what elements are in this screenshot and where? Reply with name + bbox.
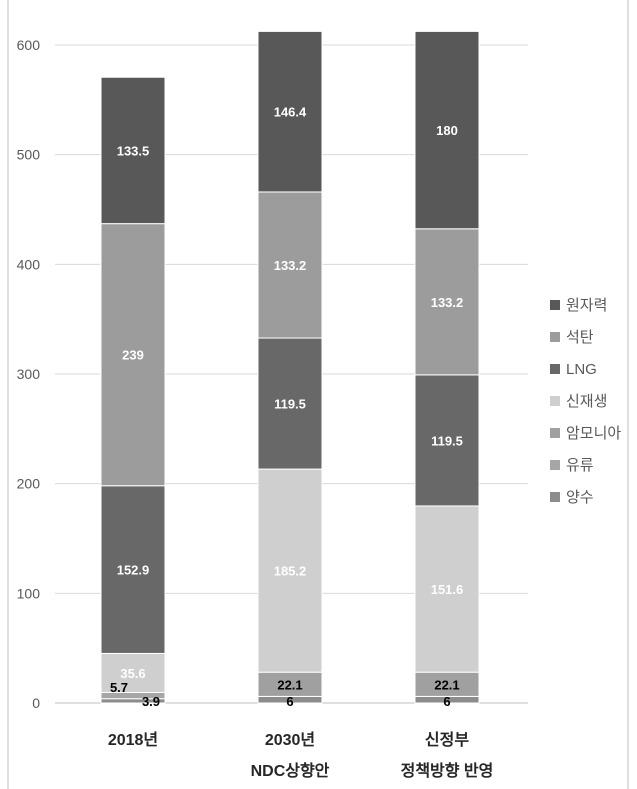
- data-label: 146.4: [274, 105, 307, 120]
- data-label: 22.1: [434, 677, 459, 692]
- y-tick-label: 500: [17, 147, 41, 163]
- legend-label: 석탄: [566, 329, 594, 346]
- data-labels: 3.9 5.735.6 152.9 239 133.5 6 22.1 185.2 119.5 13…: [110, 105, 463, 709]
- y-tick-label: 300: [17, 366, 41, 382]
- data-label: 133.2: [431, 295, 464, 310]
- legend-swatch: [550, 396, 560, 406]
- x-category-label: 신정부: [425, 731, 469, 749]
- data-label: 35.6: [120, 666, 145, 681]
- bar-segment: [100, 485, 166, 654]
- data-label: 119.5: [431, 433, 463, 448]
- data-label: 119.5: [274, 397, 306, 412]
- legend-swatch: [550, 300, 560, 310]
- data-label: 133.2: [274, 258, 307, 273]
- y-tick-label: 100: [17, 585, 41, 601]
- legend-label: LNG: [566, 361, 597, 378]
- legend-label: 양수: [566, 489, 594, 506]
- legend-swatch: [550, 428, 560, 438]
- x-category-label: 2030년: [265, 730, 315, 749]
- legend-swatch: [550, 332, 560, 342]
- data-label: 6: [443, 694, 450, 709]
- data-label: 239: [122, 348, 144, 363]
- data-label: 5.7: [110, 680, 128, 695]
- bar-segment: [257, 191, 323, 339]
- legend-swatch: [550, 364, 560, 374]
- data-label: 3.9: [142, 694, 160, 709]
- y-tick-label: 600: [17, 37, 41, 53]
- bar-segment: [414, 505, 480, 673]
- bar-segment: [100, 76, 166, 225]
- legend-label: 원자력: [566, 297, 607, 314]
- y-axis: 0 100 200 300 400 500 600: [17, 37, 41, 711]
- data-label: 6: [286, 694, 293, 709]
- x-category-label: NDC상향안: [251, 761, 330, 780]
- y-tick-label: 400: [17, 256, 41, 272]
- data-label: 180: [436, 123, 458, 138]
- x-category-label: 정책방향 반영: [401, 761, 494, 780]
- bar-segment: [257, 337, 323, 470]
- data-label: 151.6: [431, 582, 464, 597]
- data-label: 185.2: [274, 564, 307, 579]
- legend-label: 신재생: [566, 393, 607, 410]
- data-label: 22.1: [277, 677, 302, 692]
- bar-segment: [414, 374, 480, 507]
- y-tick-label: 0: [32, 695, 40, 711]
- x-category-label: 2018년: [108, 730, 158, 749]
- legend-label: 암모니아: [566, 425, 621, 442]
- bar-segment: [100, 223, 166, 487]
- data-label: 152.9: [117, 563, 150, 578]
- legend-label: 유류: [566, 457, 594, 474]
- legend-swatch: [550, 492, 560, 502]
- bar-segment: [257, 30, 323, 193]
- data-label: 133.5: [117, 143, 150, 158]
- bar-segment: [414, 228, 480, 376]
- y-tick-label: 200: [17, 476, 41, 492]
- bar-segment: [414, 30, 480, 230]
- legend-swatch: [550, 460, 560, 470]
- bars: [100, 30, 480, 704]
